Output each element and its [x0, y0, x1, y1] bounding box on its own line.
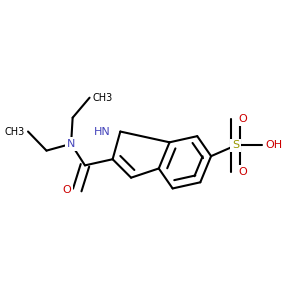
- Text: N: N: [67, 139, 75, 149]
- Text: S: S: [232, 140, 239, 150]
- Text: HN: HN: [94, 127, 111, 136]
- Text: CH3: CH3: [5, 127, 25, 136]
- Text: CH3: CH3: [93, 93, 113, 103]
- Text: O: O: [239, 114, 248, 124]
- Text: O: O: [239, 167, 248, 176]
- Text: O: O: [62, 185, 71, 195]
- Text: OH: OH: [265, 140, 282, 150]
